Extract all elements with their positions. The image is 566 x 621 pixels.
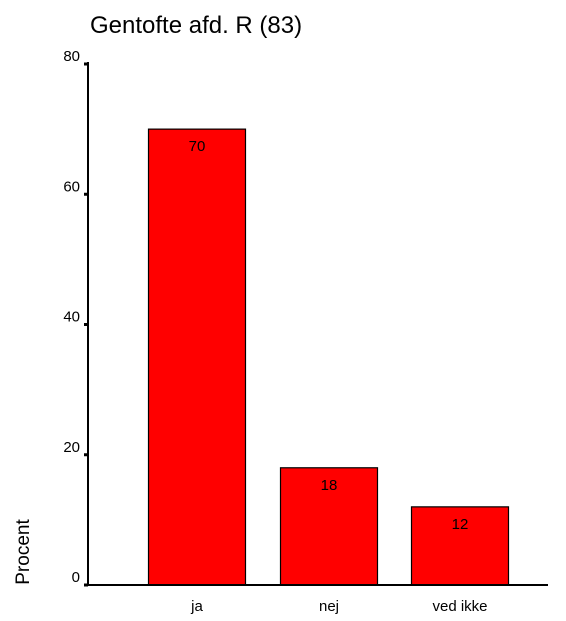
bar-ved-ikke <box>410 506 510 586</box>
y-tick-label-2: 40 <box>63 309 80 326</box>
x-category-label-1: nej <box>319 598 339 615</box>
bar-nej <box>279 467 379 586</box>
chart-title: Gentofte afd. R (83) <box>90 12 303 39</box>
y-axis-ticks: 0 20 40 60 80 <box>63 48 88 587</box>
y-tick-label-4: 80 <box>63 48 80 65</box>
bar-ja <box>147 128 247 586</box>
bars: 70 ja 18 nej 12 ved ikke <box>147 128 510 615</box>
axes <box>87 62 548 586</box>
x-category-label-0: ja <box>190 598 203 615</box>
data-label-0: 70 <box>189 138 206 155</box>
data-label-2: 12 <box>452 516 469 533</box>
y-tick-label-1: 20 <box>63 439 80 456</box>
y-tick-label-0: 0 <box>72 569 80 586</box>
y-tick-label-3: 60 <box>63 178 80 195</box>
x-category-label-2: ved ikke <box>432 598 487 615</box>
data-label-1: 18 <box>321 477 338 494</box>
